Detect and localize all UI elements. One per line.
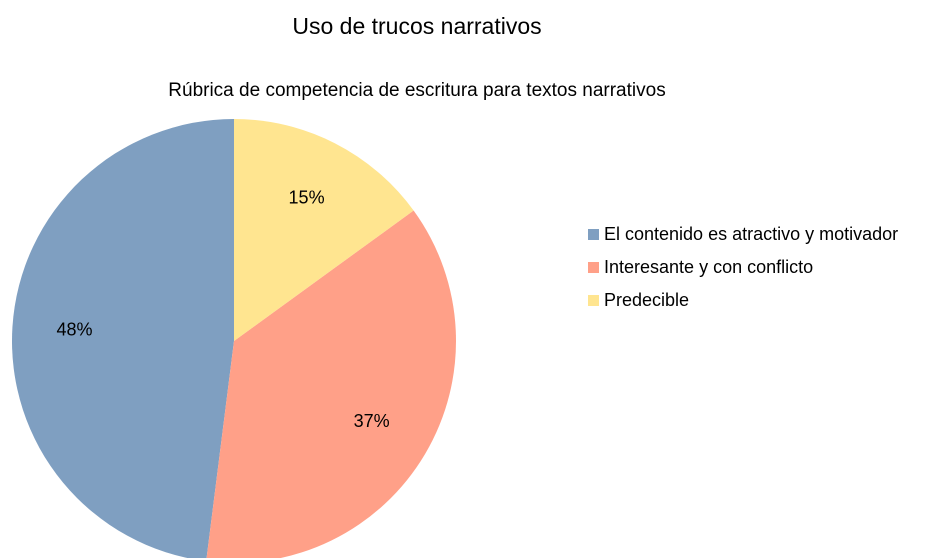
- data-label: 15%: [289, 187, 325, 207]
- legend-item: Predecible: [588, 288, 918, 313]
- legend-label: Predecible: [604, 290, 690, 310]
- pie-slice: [206, 210, 456, 558]
- data-label: 37%: [354, 411, 390, 431]
- pie-slice: [12, 119, 234, 558]
- legend-item: El contenido es atractivo y motivador: [588, 222, 918, 247]
- chart-title: Uso de trucos narrativos: [292, 13, 541, 39]
- legend-swatch: [588, 295, 599, 306]
- legend-label: Interesante y con conflicto: [604, 257, 814, 277]
- legend-swatch: [588, 229, 599, 240]
- legend: El contenido es atractivo y motivador Int…: [588, 222, 918, 321]
- legend-item: Interesante y con conflicto: [588, 255, 918, 280]
- data-label: 48%: [56, 320, 92, 340]
- chart-subtitle: Rúbrica de competencia de escritura para…: [168, 80, 665, 101]
- legend-label: El contenido es atractivo y motivador: [604, 224, 899, 244]
- pie-slice: [234, 118, 414, 341]
- legend-swatch: [588, 262, 599, 273]
